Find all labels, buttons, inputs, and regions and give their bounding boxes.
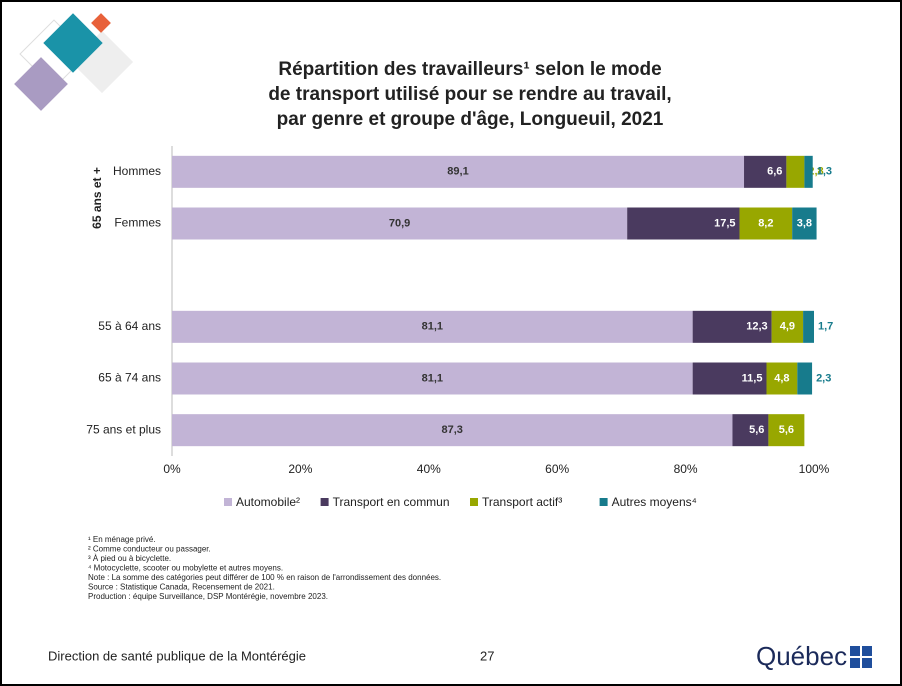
value-label: 5,6	[749, 424, 764, 436]
value-label: 11,5	[742, 372, 763, 384]
footnote: Production : équipe Surveillance, DSP Mo…	[88, 592, 328, 601]
legend-label: Autres moyens⁴	[612, 495, 697, 509]
footnote: ² Comme conducteur ou passager.	[88, 545, 211, 554]
bar-segment	[797, 363, 812, 395]
value-label: 1,3	[817, 166, 832, 178]
y-tick-label: Femmes	[114, 216, 161, 230]
value-label: 89,1	[447, 166, 468, 178]
page: Répartition des travailleurs¹ selon le m…	[0, 0, 902, 686]
value-label: 4,8	[774, 372, 789, 384]
x-tick-label: 80%	[674, 462, 698, 476]
value-label: 81,1	[422, 321, 443, 333]
x-tick-label: 100%	[799, 462, 830, 476]
value-label: 17,5	[714, 217, 735, 229]
x-tick-label: 60%	[545, 462, 569, 476]
value-label: 6,6	[767, 166, 782, 178]
legend-swatch	[321, 498, 329, 506]
value-label: 1,7	[818, 321, 833, 333]
y-tick-label: 65 à 74 ans	[98, 371, 161, 385]
chart-title: par genre et groupe d'âge, Longueuil, 20…	[277, 109, 664, 130]
value-label: 3,8	[797, 217, 812, 229]
value-label: 81,1	[422, 372, 443, 384]
value-label: 2,3	[816, 372, 831, 384]
footnote: ⁴ Motocyclette, scooter ou mobylette et …	[88, 564, 283, 573]
page-number: 27	[480, 648, 494, 663]
legend-label: Automobile²	[236, 495, 300, 509]
bar-segment	[786, 156, 804, 188]
legend-label: Transport actif³	[482, 495, 562, 509]
y-tick-label: 55 à 64 ans	[98, 319, 161, 333]
legend-swatch	[600, 498, 608, 506]
chart-title: de transport utilisé pour se rendre au t…	[268, 84, 671, 105]
footnote: Source : Statistique Canada, Recensement…	[88, 583, 275, 592]
group-label: 65 ans et +	[90, 167, 104, 229]
legend-label: Transport en commun	[333, 495, 450, 509]
y-tick-label: Hommes	[113, 164, 161, 178]
bar-segment	[804, 156, 812, 188]
chart-title: Répartition des travailleurs¹ selon le m…	[278, 59, 661, 80]
x-tick-label: 40%	[417, 462, 441, 476]
value-label: 5,6	[779, 424, 794, 436]
footnote: ³ À pied ou à bicyclette.	[88, 554, 171, 563]
legend-swatch	[224, 498, 232, 506]
slide: Répartition des travailleurs¹ selon le m…	[0, 0, 902, 686]
footer-organization: Direction de santé publique de la Montér…	[48, 648, 306, 663]
x-tick-label: 0%	[163, 462, 181, 476]
value-label: 70,9	[389, 217, 410, 229]
value-label: 4,9	[780, 321, 795, 333]
y-tick-label: 75 ans et plus	[86, 422, 161, 436]
x-tick-label: 20%	[288, 462, 312, 476]
legend-swatch	[470, 498, 478, 506]
value-label: 12,3	[746, 321, 767, 333]
logo-text: Québec	[756, 641, 847, 671]
footnote: Note : La somme des catégories peut diff…	[88, 573, 441, 582]
bar-segment	[803, 311, 814, 343]
value-label: 8,2	[758, 217, 773, 229]
value-label: 87,3	[442, 424, 463, 436]
footnote: ¹ En ménage privé.	[88, 535, 156, 544]
